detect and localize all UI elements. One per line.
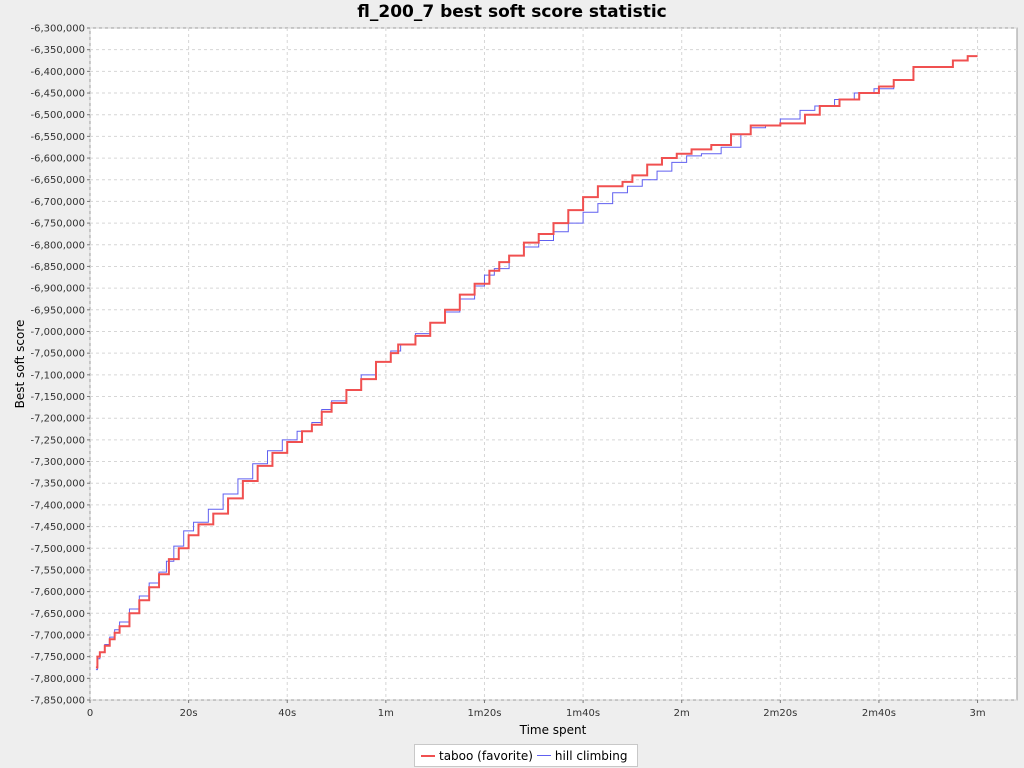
legend-swatch-taboo — [421, 754, 435, 757]
y-tick-label: -6,850,000 — [30, 262, 85, 273]
axis-layer: -6,300,000 -6,350,000 -6,400,000 -6,450,000… — [30, 24, 985, 720]
y-tick-label: -7,650,000 — [30, 609, 85, 620]
y-tick-label: -7,850,000 — [30, 696, 85, 707]
y-tick-label: -7,050,000 — [30, 349, 85, 360]
y-tick-label: -6,800,000 — [30, 240, 85, 251]
legend-item-taboo: taboo (favorite) — [421, 749, 533, 763]
series-line-taboo-favorite — [95, 55, 978, 669]
x-tick-label: 40s — [278, 708, 296, 719]
y-tick-label: -7,550,000 — [30, 565, 85, 576]
x-tick-label: 2m — [674, 708, 690, 719]
y-tick-label: -6,350,000 — [30, 45, 85, 56]
y-tick-label: -7,500,000 — [30, 544, 85, 555]
legend-label-taboo: taboo (favorite) — [439, 748, 533, 763]
x-tick-label: 2m20s — [763, 708, 797, 719]
legend-swatch-hill-climbing — [536, 755, 551, 756]
y-tick-label: -6,500,000 — [30, 110, 85, 121]
y-axis-label: Best soft score — [13, 320, 27, 409]
y-tick-label: -7,600,000 — [30, 587, 85, 598]
y-tick-label: -7,700,000 — [30, 630, 85, 641]
y-tick-label: -7,750,000 — [30, 652, 85, 663]
x-tick-label: 1m40s — [566, 708, 600, 719]
x-axis-label: Time spent — [519, 723, 587, 737]
y-tick-label: -7,150,000 — [30, 392, 85, 403]
x-tick-label: 2m40s — [862, 708, 896, 719]
legend-label-hill-climbing: hill climbing — [554, 748, 628, 763]
y-tick-label: -6,650,000 — [30, 175, 85, 186]
y-tick-label: -7,100,000 — [30, 370, 85, 381]
y-tick-label: -6,600,000 — [30, 154, 85, 165]
x-tick-label: 0 — [87, 708, 93, 719]
y-tick-label: -6,700,000 — [30, 197, 85, 208]
y-tick-label: -6,550,000 — [30, 132, 85, 143]
y-tick-label: -7,450,000 — [30, 522, 85, 533]
y-tick-label: -6,300,000 — [30, 24, 85, 35]
x-tick-label: 20s — [180, 708, 198, 719]
chart-title: fl_200_7 best soft score statistic — [357, 2, 667, 22]
y-tick-label: -7,800,000 — [30, 674, 85, 685]
grid-layer — [89, 27, 1017, 701]
y-tick-label: -6,750,000 — [30, 219, 85, 230]
series-layer — [95, 55, 978, 671]
y-tick-label: -7,300,000 — [30, 457, 85, 468]
legend-item-hill-climbing: hill climbing — [536, 748, 628, 763]
y-tick-label: -7,000,000 — [30, 327, 85, 338]
y-tick-label: -7,400,000 — [30, 500, 85, 511]
x-tick-label: 1m — [378, 708, 394, 719]
legend: taboo (favorite) hill climbing — [414, 744, 639, 767]
y-tick-label: -7,250,000 — [30, 435, 85, 446]
y-tick-label: -7,350,000 — [30, 479, 85, 490]
x-tick-label: 1m20s — [467, 708, 501, 719]
y-tick-label: -6,900,000 — [30, 284, 85, 295]
y-tick-label: -7,200,000 — [30, 414, 85, 425]
y-tick-label: -6,400,000 — [30, 67, 85, 78]
x-tick-label: 3m — [969, 708, 985, 719]
plot-area — [89, 27, 1018, 701]
y-tick-label: -6,950,000 — [30, 305, 85, 316]
y-tick-label: -6,450,000 — [30, 89, 85, 100]
